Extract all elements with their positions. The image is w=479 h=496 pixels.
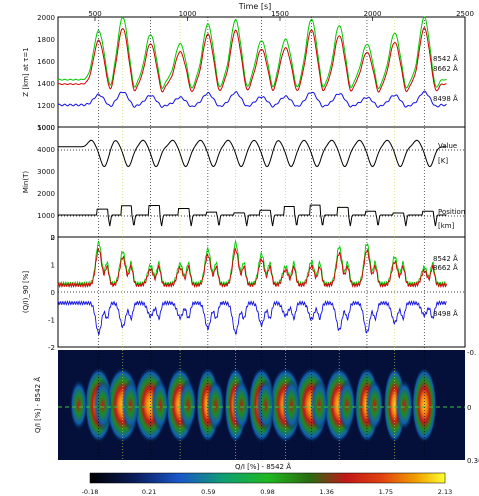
panel3-line-2	[57, 300, 447, 335]
heatmap-right-tick-top: -0.	[467, 349, 476, 357]
panel3-line-0	[57, 239, 447, 287]
top-axis-title: Time [s]	[238, 2, 272, 11]
heatmap-blob-small-11	[365, 379, 384, 431]
panel1-series	[57, 16, 447, 108]
p3-ytick-2: 2	[51, 234, 55, 242]
panel1-line-0	[57, 16, 447, 90]
top-tick-1500: 1500	[271, 10, 289, 18]
p2-ytick-0: 0	[51, 234, 55, 242]
heatmap-blob-small-5	[206, 379, 225, 431]
colorbar-tick-2: 0.59	[201, 488, 215, 496]
heatmap-blob-small-12	[395, 379, 414, 431]
vertical-dotted-lines	[98, 17, 425, 460]
heatmap-right-tick-bot: 0.30	[467, 457, 479, 465]
panel3-legend-8662: 8662 Å	[433, 263, 458, 272]
panel3-ylabel: (Q/I)_90 [%]	[22, 271, 30, 313]
heatmap-blob-small-2	[121, 379, 140, 431]
panel3-line-1	[57, 248, 447, 289]
panel1-line-2	[57, 90, 447, 108]
top-tick-1000: 1000	[179, 10, 197, 18]
p2-ytick-3000: 3000	[37, 168, 55, 176]
p1-ytick-2000: 2000	[37, 14, 55, 22]
panel1-line-1	[57, 26, 447, 93]
heatmap-blob-small-0	[69, 379, 88, 431]
colorbar-ticks: -0.18 0.21 0.59 0.98 1.36 1.75 2.13	[82, 488, 453, 496]
colorbar-tick-6: 2.13	[438, 488, 452, 496]
panel2-value-line	[58, 139, 447, 168]
p1-ytick-1000: 1000	[37, 124, 55, 132]
p3-ytick--2: -2	[48, 344, 55, 352]
panel2-position-line	[58, 204, 447, 227]
colorbar-tick-3: 0.98	[260, 488, 274, 496]
p3-ytick-0: 0	[51, 289, 55, 297]
panel2-position-unit: [km]	[438, 222, 455, 230]
panel2-position-label: Position	[438, 208, 465, 216]
heatmap-right-tick-mid: 0	[467, 404, 471, 412]
panel3-legend-8498: 8498 Å	[433, 309, 458, 318]
top-tick-2500: 2500	[456, 10, 474, 18]
panel1-ylabel: Z [km] at τ=1	[22, 47, 30, 96]
colorbar-tick-5: 1.75	[379, 488, 393, 496]
top-tick-2000: 2000	[364, 10, 382, 18]
panel3-legend-8542: 8542 Å	[433, 254, 458, 263]
heatmap-blob-small-6	[232, 379, 251, 431]
panel2-value-label: Value	[438, 142, 457, 150]
colorbar-title: Q/I [%] - 8542 Å	[235, 462, 291, 471]
colorbar-tick-4: 1.36	[319, 488, 333, 496]
p1-ytick-1400: 1400	[37, 80, 55, 88]
heatmap-ylabel: Q/I [%] - 8542 Å	[33, 377, 42, 433]
heatmap-blob-small-8	[282, 379, 301, 431]
panel2-ylabel: Min(T)	[22, 171, 30, 193]
p2-ytick-2000: 2000	[37, 190, 55, 198]
p1-ytick-1800: 1800	[37, 36, 55, 44]
colorbar-tick-1: 0.21	[142, 488, 156, 496]
panel2-value-unit: [K]	[438, 157, 448, 165]
p2-ytick-1000: 1000	[37, 212, 55, 220]
panel1-legend-8498: 8498 Å	[433, 94, 458, 103]
p1-ytick-1200: 1200	[37, 102, 55, 110]
panel2-series	[58, 139, 447, 227]
top-tick-500: 500	[88, 10, 101, 18]
heatmap-blob-small-4	[178, 379, 197, 431]
heatmap-blob-small-10	[337, 379, 356, 431]
p3-ytick--1: -1	[48, 317, 55, 325]
heatmap-blob-small-1	[93, 379, 112, 431]
colorbar-tick-0: -0.18	[82, 488, 99, 496]
p2-ytick-4000: 4000	[37, 146, 55, 154]
p3-ytick-1: 1	[51, 262, 55, 270]
colorbar	[89, 472, 446, 484]
heatmap-blob-small-3	[151, 379, 170, 431]
p2-ytick-5000: 5000	[37, 124, 55, 132]
panel1-legend-8662: 8662 Å	[433, 64, 458, 73]
panel3-series	[57, 239, 447, 335]
panel1-legend-8542: 8542 Å	[433, 54, 458, 63]
axis-ticks: 500 1000 1500 2000 2500100012001400160018002…	[37, 10, 474, 352]
heatmap-blob-small-7	[256, 379, 275, 431]
heatmap-blob-small-9	[310, 379, 329, 431]
p1-ytick-1600: 1600	[37, 58, 55, 66]
